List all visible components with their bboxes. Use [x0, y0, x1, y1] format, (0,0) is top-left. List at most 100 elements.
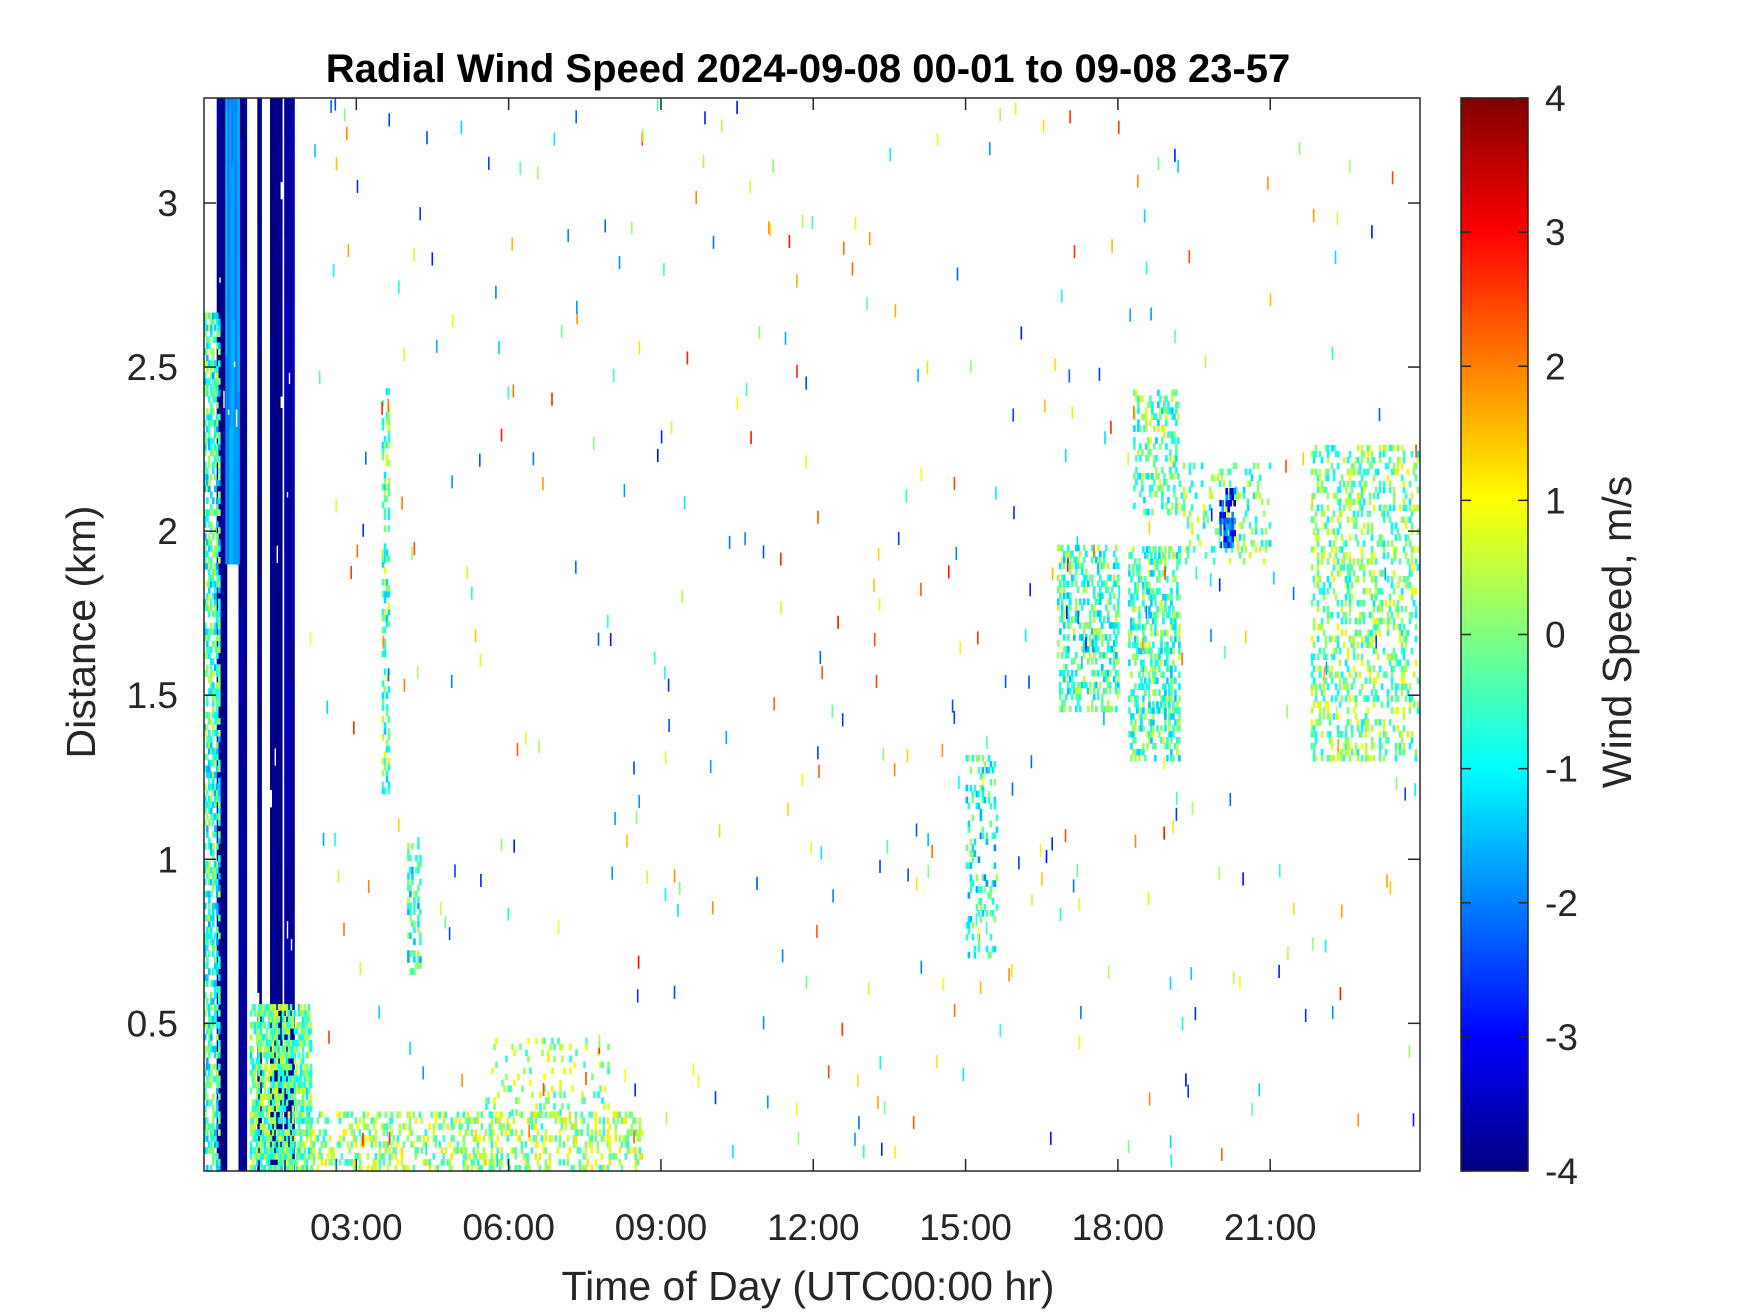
- data-cell: [218, 1165, 221, 1172]
- data-cell: [566, 1135, 570, 1142]
- data-cell: [257, 223, 260, 343]
- data-cell: [309, 1039, 313, 1047]
- data-cell: [500, 1111, 504, 1118]
- data-cell: [1326, 492, 1330, 500]
- data-cell: [1089, 681, 1092, 689]
- data-cell: [1145, 407, 1148, 414]
- data-cell: [1330, 570, 1334, 577]
- data-cell: [514, 1147, 518, 1154]
- data-cell: [1358, 468, 1362, 476]
- data-cell: [1252, 540, 1256, 547]
- data-cell: [279, 1004, 283, 1011]
- data-cell: [1346, 516, 1350, 523]
- data-cell: [212, 384, 215, 391]
- data-cell: [470, 1165, 474, 1172]
- data-cell: [572, 1135, 576, 1142]
- data-cell: [388, 1117, 392, 1124]
- data-cell: [1057, 544, 1060, 552]
- data-cell: [214, 872, 217, 880]
- data-cell: [1077, 586, 1080, 593]
- data-cell: [1145, 605, 1148, 619]
- data-cell: [1221, 517, 1224, 525]
- data-cell: [1188, 250, 1191, 264]
- data-cell: [273, 1087, 277, 1095]
- data-cell: [214, 795, 217, 803]
- data-cell: [894, 1145, 896, 1159]
- y-tick-label: 2: [157, 511, 178, 552]
- data-cell: [1168, 719, 1171, 726]
- data-cell: [532, 1111, 536, 1118]
- data-cell: [1356, 653, 1360, 661]
- data-cell: [255, 1153, 259, 1160]
- data-cell: [287, 1081, 291, 1089]
- data-cell: [1148, 605, 1151, 613]
- data-cell: [1144, 689, 1147, 696]
- data-cell: [1348, 534, 1352, 541]
- data-cell: [1136, 564, 1139, 571]
- data-cell: [1382, 444, 1386, 452]
- data-cell: [1115, 658, 1118, 665]
- data-cell: [879, 859, 881, 873]
- data-cell: [1087, 646, 1090, 653]
- data-cell: [1388, 516, 1392, 523]
- data-cell: [222, 479, 226, 725]
- data-cell: [353, 721, 355, 735]
- data-cell: [204, 1117, 207, 1124]
- data-cell: [251, 1004, 255, 1011]
- data-cell: [1331, 1006, 1334, 1020]
- data-cell: [350, 1159, 354, 1166]
- data-cell: [1171, 389, 1174, 397]
- data-cell: [374, 1153, 378, 1160]
- data-cell: [989, 761, 993, 768]
- data-cell: [411, 878, 414, 886]
- data-cell: [212, 372, 215, 379]
- data-cell: [1380, 534, 1384, 541]
- data-cell: [562, 1141, 566, 1148]
- data-cell: [1320, 623, 1324, 631]
- data-cell: [1330, 546, 1334, 553]
- data-cell: [624, 1069, 626, 1083]
- data-cell: [1166, 641, 1169, 649]
- data-cell: [218, 729, 221, 737]
- data-cell: [500, 1129, 504, 1136]
- data-cell: [208, 628, 211, 636]
- data-cell: [1219, 517, 1222, 525]
- data-cell: [279, 1159, 283, 1166]
- data-cell: [253, 1129, 257, 1136]
- data-cell: [263, 1063, 267, 1071]
- data-cell: [390, 1111, 394, 1118]
- data-cell: [365, 451, 367, 465]
- data-cell: [383, 650, 387, 658]
- data-cell: [259, 1093, 263, 1101]
- data-cell: [206, 354, 209, 361]
- data-cell: [1231, 517, 1234, 525]
- data-cell: [1316, 570, 1320, 577]
- data-cell: [253, 1027, 257, 1035]
- data-cell: [634, 1147, 638, 1154]
- data-cell: [1067, 687, 1070, 695]
- colorbar-tick-label: 4: [1545, 78, 1566, 119]
- data-cell: [1142, 623, 1145, 631]
- data-cell: [574, 1123, 578, 1130]
- data-cell: [620, 1141, 624, 1148]
- data-cell: [1386, 629, 1390, 637]
- data-cell: [218, 1075, 221, 1083]
- data-cell: [1080, 1006, 1082, 1020]
- data-cell: [426, 131, 428, 145]
- data-cell: [274, 622, 277, 749]
- data-cell: [1362, 599, 1366, 607]
- data-cell: [212, 1016, 215, 1023]
- data-cell: [204, 1022, 207, 1029]
- data-cell: [426, 1135, 430, 1142]
- data-cell: [626, 1135, 630, 1142]
- data-cell: [267, 1004, 271, 1011]
- data-cell: [582, 1117, 586, 1124]
- data-cell: [1190, 504, 1194, 511]
- data-cell: [1382, 552, 1386, 559]
- data-cell: [1172, 701, 1175, 708]
- data-cell: [242, 664, 246, 761]
- data-cell: [1378, 534, 1382, 541]
- plot-frame: [203, 97, 1421, 1172]
- data-cell: [206, 938, 209, 946]
- data-cell: [1134, 834, 1137, 848]
